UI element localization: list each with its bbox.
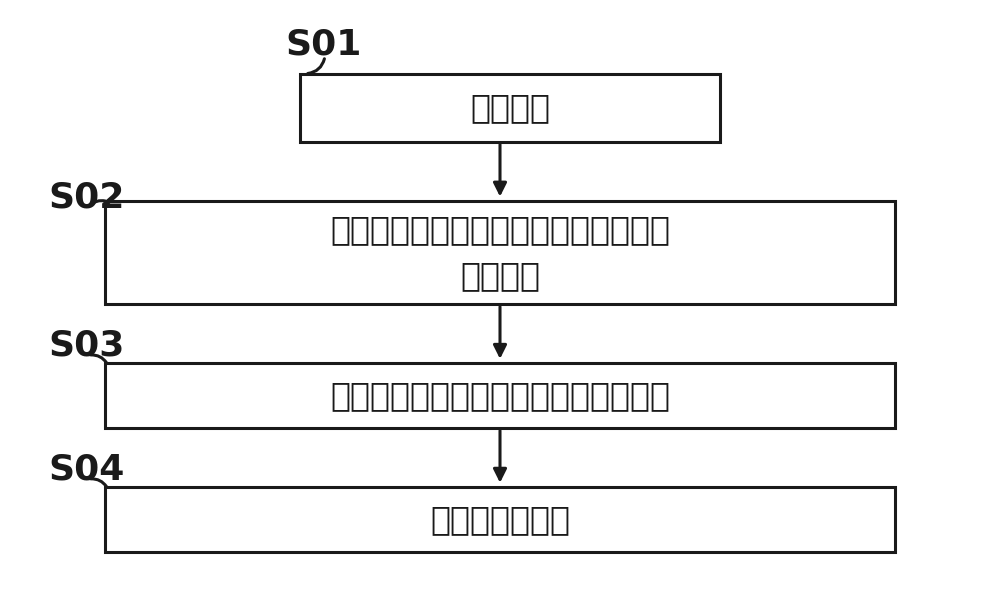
Text: S03: S03 — [48, 328, 124, 362]
Bar — [105, 363, 895, 428]
Bar — [105, 201, 895, 304]
Bar — [300, 74, 720, 142]
Text: 选择性刻蚀去除部分厚度的层间介质层: 选择性刻蚀去除部分厚度的层间介质层 — [330, 379, 670, 412]
Bar — [105, 487, 895, 552]
Text: 覆盖第一金属层: 覆盖第一金属层 — [430, 503, 570, 536]
Text: S02: S02 — [48, 181, 124, 215]
Text: S04: S04 — [48, 452, 124, 486]
Text: 在衬底上淀积层间介质层和接触，并进
行平坦化: 在衬底上淀积层间介质层和接触，并进 行平坦化 — [330, 213, 670, 291]
Text: S01: S01 — [285, 27, 361, 61]
Text: 提供衬底: 提供衬底 — [470, 91, 550, 124]
